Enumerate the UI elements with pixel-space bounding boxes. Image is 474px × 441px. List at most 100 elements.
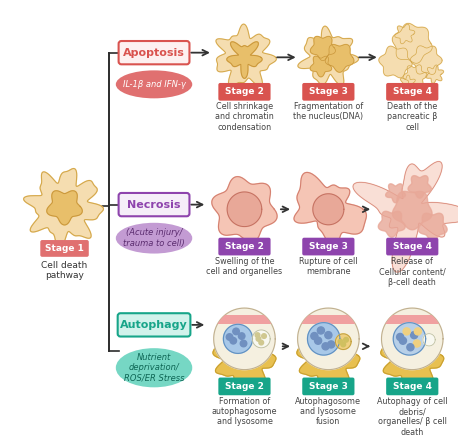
Polygon shape (233, 344, 256, 367)
Polygon shape (223, 324, 253, 353)
Polygon shape (227, 42, 262, 78)
Circle shape (230, 337, 237, 344)
Ellipse shape (116, 348, 192, 387)
FancyBboxPatch shape (302, 83, 355, 101)
Polygon shape (227, 192, 262, 227)
Polygon shape (308, 323, 340, 355)
Text: Release of
Cellular content/
β-cell death: Release of Cellular content/ β-cell deat… (379, 257, 446, 287)
Polygon shape (392, 23, 432, 64)
Circle shape (262, 334, 266, 338)
Text: Stage 3: Stage 3 (309, 87, 348, 96)
Circle shape (344, 337, 348, 342)
Circle shape (413, 340, 420, 347)
Polygon shape (379, 46, 412, 78)
Circle shape (238, 333, 245, 339)
Polygon shape (381, 322, 444, 389)
Polygon shape (382, 308, 443, 370)
Text: Formation of
autophagosome
and lysosome: Formation of autophagosome and lysosome (212, 396, 277, 426)
Text: Stage 4: Stage 4 (393, 382, 432, 391)
Polygon shape (419, 213, 447, 241)
Polygon shape (423, 334, 435, 346)
Circle shape (410, 332, 418, 339)
Circle shape (240, 340, 247, 347)
Text: Stage 2: Stage 2 (225, 242, 264, 251)
Text: Stage 4: Stage 4 (393, 87, 432, 96)
Circle shape (400, 337, 407, 344)
Polygon shape (386, 184, 405, 203)
Text: Cell death
pathway: Cell death pathway (41, 261, 88, 280)
Polygon shape (24, 168, 103, 248)
Text: Fragmentation of
the nucleus(DNA): Fragmentation of the nucleus(DNA) (293, 102, 364, 121)
Text: Rupture of cell
membrane: Rupture of cell membrane (299, 257, 357, 276)
Text: Cell shrinkage
and chromatin
condensation: Cell shrinkage and chromatin condensatio… (215, 102, 274, 132)
Ellipse shape (116, 223, 192, 254)
Polygon shape (410, 46, 442, 75)
Circle shape (315, 337, 322, 344)
Polygon shape (47, 191, 82, 225)
Text: Stage 2: Stage 2 (225, 87, 264, 96)
Polygon shape (214, 308, 275, 370)
Polygon shape (403, 65, 427, 87)
Text: Nutrient
deprivation/
ROS/ER Stress: Nutrient deprivation/ ROS/ER Stress (124, 353, 184, 383)
Polygon shape (310, 37, 336, 60)
Text: Stage 4: Stage 4 (393, 242, 432, 251)
Polygon shape (298, 26, 358, 85)
Polygon shape (298, 308, 359, 370)
FancyBboxPatch shape (302, 377, 355, 395)
Polygon shape (325, 45, 354, 72)
Polygon shape (353, 161, 470, 272)
Circle shape (318, 327, 324, 334)
Text: IL-1β and IFN-γ: IL-1β and IFN-γ (123, 80, 185, 89)
Polygon shape (395, 24, 415, 44)
Circle shape (256, 336, 261, 341)
Circle shape (397, 333, 404, 340)
Text: Autophagosome
and lysosome
fusion: Autophagosome and lysosome fusion (295, 396, 361, 426)
Ellipse shape (116, 71, 192, 98)
Polygon shape (297, 322, 360, 389)
FancyBboxPatch shape (386, 83, 438, 101)
Text: Stage 1: Stage 1 (45, 244, 84, 253)
Circle shape (226, 334, 233, 340)
Polygon shape (213, 322, 276, 389)
Polygon shape (336, 334, 351, 349)
Polygon shape (400, 75, 415, 92)
FancyBboxPatch shape (386, 377, 438, 395)
Text: Autophagy: Autophagy (120, 320, 188, 330)
Polygon shape (216, 24, 276, 86)
Circle shape (259, 340, 264, 345)
FancyBboxPatch shape (382, 314, 443, 324)
Circle shape (325, 332, 332, 339)
Circle shape (233, 328, 239, 335)
Polygon shape (310, 56, 332, 77)
FancyBboxPatch shape (219, 377, 271, 395)
Text: Autophagy of cell
debris/
organelles/ β cell
death: Autophagy of cell debris/ organelles/ β … (377, 396, 447, 437)
Circle shape (255, 333, 260, 337)
FancyBboxPatch shape (118, 193, 190, 216)
Text: Swelling of the
cell and organelles: Swelling of the cell and organelles (206, 257, 283, 276)
Text: Apoptosis: Apoptosis (123, 48, 185, 58)
Text: Death of the
pancreatic β
cell: Death of the pancreatic β cell (387, 102, 438, 132)
Polygon shape (401, 344, 424, 367)
Circle shape (407, 344, 414, 351)
FancyBboxPatch shape (298, 314, 359, 324)
FancyBboxPatch shape (118, 313, 191, 336)
FancyBboxPatch shape (40, 240, 89, 257)
FancyBboxPatch shape (118, 41, 190, 64)
Polygon shape (212, 177, 277, 242)
Circle shape (322, 343, 329, 350)
FancyBboxPatch shape (214, 314, 275, 324)
Circle shape (414, 328, 421, 335)
Circle shape (311, 333, 318, 340)
Polygon shape (294, 172, 366, 246)
FancyBboxPatch shape (302, 238, 355, 255)
Polygon shape (392, 191, 432, 230)
Polygon shape (317, 344, 340, 367)
Polygon shape (313, 194, 344, 225)
Polygon shape (426, 65, 444, 83)
Circle shape (328, 341, 335, 348)
Text: (Acute injury/
trauma to cell): (Acute injury/ trauma to cell) (123, 228, 185, 248)
Circle shape (403, 328, 410, 335)
FancyBboxPatch shape (219, 238, 271, 255)
Text: Necrosis: Necrosis (128, 200, 181, 209)
Polygon shape (408, 176, 431, 198)
